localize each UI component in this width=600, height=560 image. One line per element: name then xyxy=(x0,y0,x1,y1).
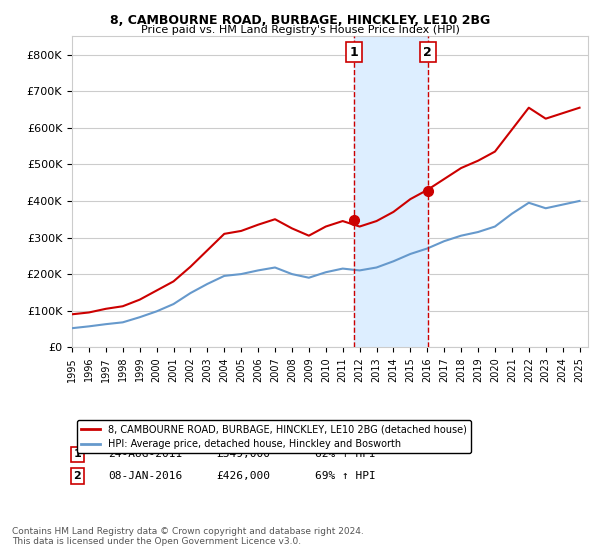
Text: 1: 1 xyxy=(73,450,81,459)
Text: Price paid vs. HM Land Registry's House Price Index (HPI): Price paid vs. HM Land Registry's House … xyxy=(140,25,460,35)
Text: 24-AUG-2011: 24-AUG-2011 xyxy=(108,450,182,459)
Text: 8, CAMBOURNE ROAD, BURBAGE, HINCKLEY, LE10 2BG: 8, CAMBOURNE ROAD, BURBAGE, HINCKLEY, LE… xyxy=(110,14,490,27)
Text: £426,000: £426,000 xyxy=(217,471,271,481)
Text: Contains HM Land Registry data © Crown copyright and database right 2024.
This d: Contains HM Land Registry data © Crown c… xyxy=(12,526,364,546)
Bar xyxy=(353,36,428,347)
Text: 2: 2 xyxy=(73,471,81,481)
Text: £349,000: £349,000 xyxy=(217,450,271,459)
Text: 1: 1 xyxy=(349,46,358,59)
Text: 2: 2 xyxy=(424,46,432,59)
Text: 69% ↑ HPI: 69% ↑ HPI xyxy=(314,471,375,481)
Text: 62% ↑ HPI: 62% ↑ HPI xyxy=(314,450,375,459)
Legend: 8, CAMBOURNE ROAD, BURBAGE, HINCKLEY, LE10 2BG (detached house), HPI: Average pr: 8, CAMBOURNE ROAD, BURBAGE, HINCKLEY, LE… xyxy=(77,421,471,453)
Text: 08-JAN-2016: 08-JAN-2016 xyxy=(108,471,182,481)
